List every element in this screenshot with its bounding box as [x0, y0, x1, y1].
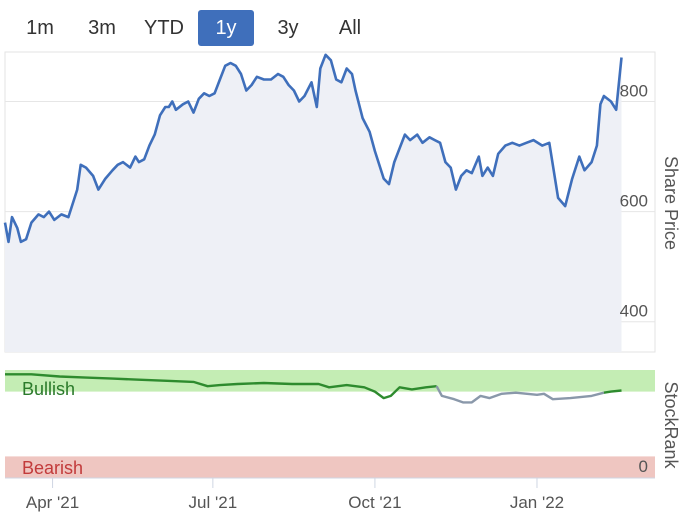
- price-y-ticks: 400 600 800: [620, 82, 648, 321]
- bullish-label: Bullish: [22, 379, 75, 399]
- range-button-1y[interactable]: 1y: [198, 10, 254, 46]
- stockrank-line-segment: [5, 373, 437, 400]
- range-button-1m[interactable]: 1m: [12, 10, 68, 46]
- range-button-3y[interactable]: 3y: [260, 10, 316, 46]
- bearish-label: Bearish: [22, 458, 83, 478]
- x-tick-label: Apr '21: [26, 493, 79, 512]
- price-y-tick-label: 400: [620, 302, 648, 321]
- price-y-axis-title: Share Price: [661, 156, 681, 250]
- x-tick-label: Jan '22: [510, 493, 564, 512]
- x-tick-label: Oct '21: [348, 493, 401, 512]
- range-button-all[interactable]: All: [322, 10, 378, 46]
- price-line: [3, 53, 623, 244]
- range-selector: 1m 3m YTD 1y 3y All: [12, 10, 378, 48]
- stockrank-lines: [5, 373, 622, 404]
- price-y-tick-label: 600: [620, 192, 648, 211]
- stockrank-line-segment: [603, 389, 622, 394]
- bullish-band: [5, 370, 655, 392]
- range-button-3m[interactable]: 3m: [74, 10, 130, 46]
- x-tick-label: Jul '21: [189, 493, 238, 512]
- bearish-band: [5, 456, 655, 478]
- price-area: [5, 54, 622, 353]
- stockrank-y-axis-title: StockRank: [661, 381, 681, 469]
- stockrank-line-segment: [435, 385, 605, 404]
- range-button-ytd[interactable]: YTD: [136, 10, 192, 46]
- x-axis: Apr '21 Jul '21 Oct '21 Jan '22: [5, 477, 655, 512]
- stockrank-zero-tick: 0: [639, 457, 648, 476]
- price-y-tick-label: 800: [620, 82, 648, 101]
